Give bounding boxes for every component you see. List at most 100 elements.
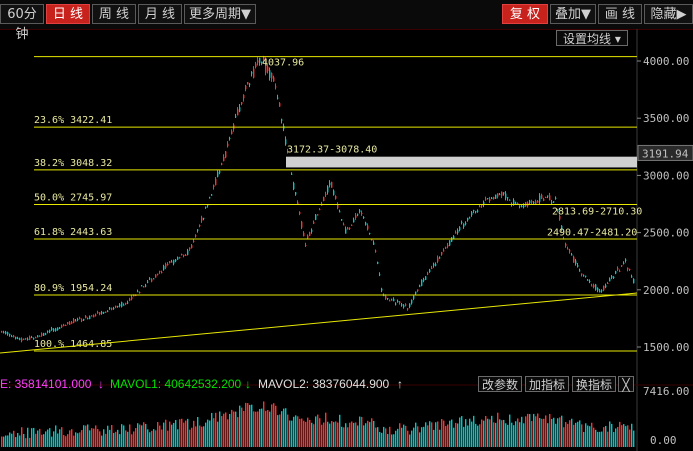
candle-body: [31, 337, 33, 339]
overlay-dropdown[interactable]: 叠加▼: [550, 4, 596, 24]
ma-settings-dropdown[interactable]: 设置均线 ▾: [556, 30, 628, 46]
candle-body: [225, 151, 227, 158]
candle-body: [607, 283, 609, 285]
candle-body: [601, 290, 603, 292]
candle-body: [101, 311, 103, 314]
tab-60min[interactable]: 60分钟: [0, 4, 44, 42]
candle-body: [309, 232, 311, 236]
volume-bar: [111, 425, 113, 447]
volume-bar: [125, 430, 127, 447]
volume-bar: [277, 415, 279, 447]
volume-bar: [559, 417, 561, 447]
candle-body: [583, 275, 585, 277]
candle-body: [633, 278, 635, 284]
volume-bar: [461, 416, 463, 447]
volume-bar: [271, 404, 273, 447]
volume-bar: [375, 427, 377, 447]
kline-chart[interactable]: 23.6% 3422.41 38.2% 3048.32 50.0% 2745.97 6…: [0, 29, 693, 451]
candle-body: [551, 202, 553, 204]
volume-bar: [441, 419, 443, 447]
switch-indicator-button[interactable]: 换指标: [572, 376, 616, 392]
candle-body: [383, 295, 385, 297]
volume-bar: [15, 437, 17, 447]
candle-body: [267, 66, 269, 72]
volume-bar: [419, 432, 421, 447]
draw-line-button[interactable]: 画 线: [598, 4, 642, 24]
volume-bar: [251, 404, 253, 447]
volume-bar: [303, 420, 305, 447]
volume-bar: [345, 423, 347, 447]
volume-bar: [315, 416, 317, 447]
volume-bar: [281, 411, 283, 447]
volume-bar: [265, 410, 267, 447]
candle-body: [603, 285, 605, 291]
tab-daily[interactable]: 日 线: [46, 4, 90, 24]
volume-bar: [283, 408, 285, 447]
candle-body: [135, 295, 137, 297]
volume-bar: [377, 427, 379, 447]
candle-body: [77, 319, 79, 321]
candle-body: [369, 232, 371, 234]
trend-line: [0, 292, 638, 354]
volume-bar: [403, 424, 405, 447]
candle-body: [245, 85, 247, 90]
candle-body: [123, 304, 125, 306]
volume-bar: [445, 425, 447, 447]
volume-bar: [77, 433, 79, 447]
volume-bar: [49, 428, 51, 447]
volume-bar: [397, 428, 399, 447]
volume-bar: [273, 403, 275, 447]
candle-body: [271, 73, 273, 79]
candle-body: [595, 284, 597, 290]
volume-bar: [229, 413, 231, 447]
tab-monthly[interactable]: 月 线: [138, 4, 182, 24]
candle-body: [105, 311, 107, 313]
volume-bar: [173, 422, 175, 447]
volume-bar: [591, 422, 593, 447]
edit-params-button[interactable]: 改参数: [478, 376, 522, 392]
volume-bar: [589, 426, 591, 447]
candle-body: [495, 194, 497, 199]
volume-bar: [453, 427, 455, 447]
more-periods-dropdown[interactable]: 更多周期▼: [184, 4, 256, 24]
candle-body: [25, 338, 27, 340]
volume-bar: [455, 422, 457, 447]
volume-bar: [263, 401, 265, 447]
volume-bar: [621, 425, 623, 447]
add-indicator-button[interactable]: 加指标: [525, 376, 569, 392]
fib-level-label: 100.% 1464.85: [34, 339, 112, 350]
candle-body: [171, 261, 173, 263]
candle-body: [223, 156, 225, 162]
candle-body: [237, 109, 239, 116]
candle-body: [229, 137, 231, 139]
candle-body: [181, 254, 183, 256]
hide-button[interactable]: 隐藏▶: [644, 4, 693, 24]
candle-body: [315, 214, 317, 220]
volume-bar: [75, 432, 77, 447]
volume-bar: [63, 435, 65, 447]
gap-label: 2813.69-2710.30: [552, 207, 642, 218]
candle-body: [609, 278, 611, 282]
volume-bar: [499, 419, 501, 447]
volume-bar: [471, 421, 473, 447]
volume-bar: [233, 411, 235, 447]
adjust-button[interactable]: 复 权: [502, 4, 548, 24]
volume-bar: [259, 408, 261, 447]
volume-bar: [299, 418, 301, 447]
volume-bar: [411, 430, 413, 447]
candle-body: [379, 274, 381, 276]
chart-toolbar: 60分钟 日 线 周 线 月 线 更多周期▼ 复 权 叠加▼ 画 线 隐藏▶: [0, 0, 693, 42]
candle-body: [253, 68, 255, 78]
candle-body: [615, 271, 617, 274]
volume-bar: [405, 425, 407, 447]
volume-bar: [531, 421, 533, 447]
candle-body: [195, 235, 197, 237]
tab-weekly[interactable]: 周 线: [92, 4, 136, 24]
volume-bar: [301, 418, 303, 447]
candle-body: [419, 285, 421, 287]
close-icon[interactable]: ╳: [618, 376, 634, 392]
volume-bar: [515, 421, 517, 447]
volume-bar: [481, 419, 483, 447]
candle-body: [51, 328, 53, 331]
volume-bar: [485, 416, 487, 447]
